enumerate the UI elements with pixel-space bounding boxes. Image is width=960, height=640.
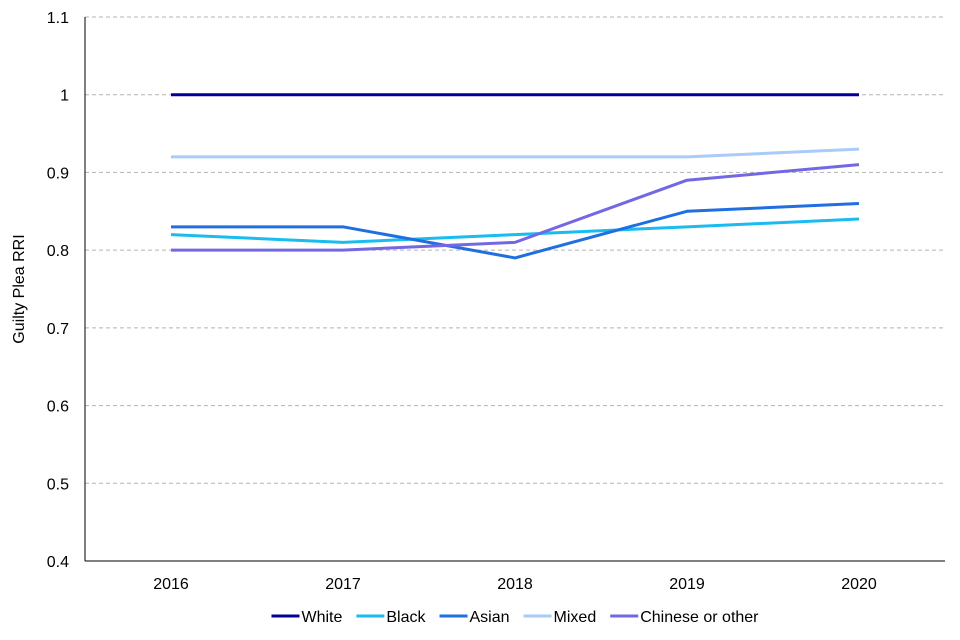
x-tick-labels: 2016 2017 2018 2019 2020 <box>153 576 877 593</box>
x-tick-label: 2020 <box>841 576 877 593</box>
y-tick-labels: 0.4 0.5 0.6 0.7 0.8 0.9 1 1.1 <box>47 10 69 571</box>
series-line-black <box>170 217 860 244</box>
legend-label-mixed: Mixed <box>554 609 597 626</box>
legend-label-asian: Asian <box>470 609 510 626</box>
axes <box>84 17 945 562</box>
x-tick-label: 2017 <box>325 576 361 593</box>
legend: White Black Asian Mixed Chinese or other <box>271 609 759 626</box>
x-tick-label: 2016 <box>153 576 189 593</box>
legend-label-chinese-or-other: Chinese or other <box>640 609 759 626</box>
legend-label-white: White <box>301 609 342 626</box>
series-line-asian <box>171 202 860 260</box>
y-tick-label: 0.6 <box>47 399 69 416</box>
y-tick-label: 0.9 <box>47 165 69 182</box>
x-tick-label: 2019 <box>669 576 705 593</box>
y-tick-label: 1.1 <box>47 10 69 27</box>
x-tick-label: 2018 <box>497 576 533 593</box>
series-lines <box>170 93 860 260</box>
y-tick-label: 0.4 <box>47 554 69 571</box>
y-tick-label: 0.8 <box>47 243 69 260</box>
y-tick-label: 0.5 <box>47 476 69 493</box>
y-tick-label: 1 <box>60 88 69 105</box>
series-line-chinese-or-other <box>171 163 860 252</box>
legend-label-black: Black <box>386 609 426 626</box>
series-line-mixed <box>171 147 860 159</box>
y-tick-label: 0.7 <box>47 321 69 338</box>
y-axis-title: Guilty Plea RRI <box>11 234 28 343</box>
